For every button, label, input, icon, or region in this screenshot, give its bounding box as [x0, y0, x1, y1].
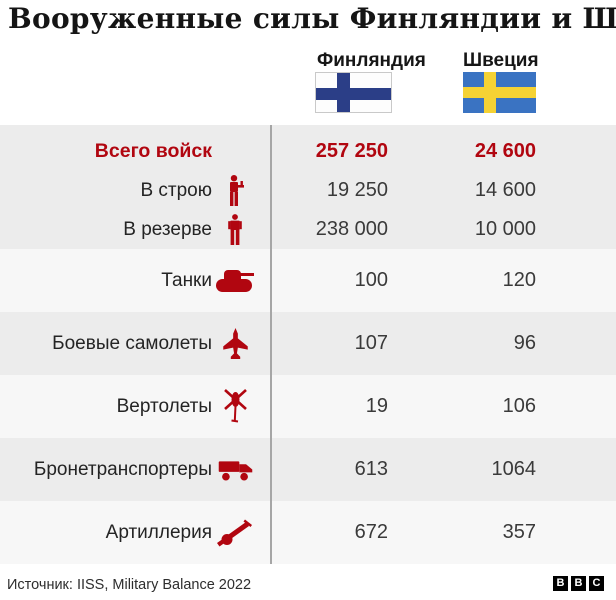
- finland-flag-cross-horizontal: [316, 88, 391, 100]
- row-label: Танки: [161, 269, 212, 291]
- table-block-aircraft: Боевые самолеты 107 96: [0, 312, 616, 375]
- table-row: Артиллерия 672 357: [0, 519, 616, 547]
- table-row: Боевые самолеты 107 96: [0, 327, 616, 360]
- finland-value: 672: [354, 521, 388, 543]
- source-text: Источник: IISS, Military Balance 2022: [7, 577, 252, 593]
- sweden-value: 1064: [491, 458, 537, 480]
- row-label: Артиллерия: [105, 521, 212, 543]
- sweden-value: 106: [502, 395, 536, 417]
- table-block-tanks: Танки 100 120: [0, 249, 616, 312]
- helicopter-icon: [212, 388, 258, 426]
- finland-value: 19 250: [326, 179, 388, 201]
- sweden-value: 120: [502, 269, 536, 291]
- sweden-value: 10 000: [474, 218, 536, 240]
- sweden-value: 96: [513, 332, 536, 354]
- column-header-sweden: Швеция: [463, 50, 539, 71]
- bbc-logo-block-b2: B: [571, 576, 586, 591]
- table-block-apc: Бронетранспортеры 613 1064: [0, 438, 616, 501]
- row-label: В строю: [140, 179, 212, 201]
- data-table: Всего войск 257 250 24 600 В строю: [0, 125, 616, 564]
- row-label: В резерве: [123, 218, 212, 240]
- bbc-logo: B B C: [553, 576, 604, 591]
- finland-value: 613: [354, 458, 388, 480]
- apc-icon: [212, 458, 258, 481]
- table-row: В строю 19 250 14 600: [0, 171, 616, 210]
- table-block-helicopters: Вертолеты 19 106: [0, 375, 616, 438]
- table-block-troops: Всего войск 257 250 24 600 В строю: [0, 125, 616, 249]
- row-label: Боевые самолеты: [52, 332, 212, 354]
- row-label: Вертолеты: [116, 395, 212, 417]
- column-divider-line: [270, 125, 272, 564]
- table-row: Вертолеты 19 106: [0, 388, 616, 426]
- page-title: Вооруженные силы Финляндии и Швеции: [8, 2, 616, 35]
- bbc-logo-block-c: C: [589, 576, 604, 591]
- finland-value: 107: [354, 332, 388, 354]
- finland-flag: [315, 72, 392, 113]
- table-row: В резерве 238 000 10 000: [0, 210, 616, 249]
- bbc-logo-block-b1: B: [553, 576, 568, 591]
- table-row: Танки 100 120: [0, 269, 616, 293]
- table-block-artillery: Артиллерия 672 357: [0, 501, 616, 564]
- tank-icon: [212, 269, 258, 293]
- column-header-finland: Финляндия: [317, 50, 426, 71]
- finland-value: 257 250: [315, 140, 388, 162]
- sweden-flag: [463, 72, 536, 113]
- jet-icon: [212, 327, 258, 360]
- row-label: Бронетранспортеры: [33, 458, 212, 480]
- table-row: Всего войск 257 250 24 600: [0, 132, 616, 171]
- finland-value: 238 000: [315, 218, 388, 240]
- sweden-value: 357: [502, 521, 536, 543]
- soldier-icon: [212, 214, 258, 245]
- artillery-icon: [212, 519, 258, 547]
- finland-value: 19: [365, 395, 388, 417]
- sweden-flag-cross-horizontal: [463, 87, 536, 98]
- sweden-value: 14 600: [474, 179, 536, 201]
- soldier-rifle-icon: [212, 175, 258, 206]
- row-label: Всего войск: [94, 140, 212, 162]
- table-row: Бронетранспортеры 613 1064: [0, 458, 616, 481]
- finland-value: 100: [354, 269, 388, 291]
- sweden-value: 24 600: [474, 140, 536, 162]
